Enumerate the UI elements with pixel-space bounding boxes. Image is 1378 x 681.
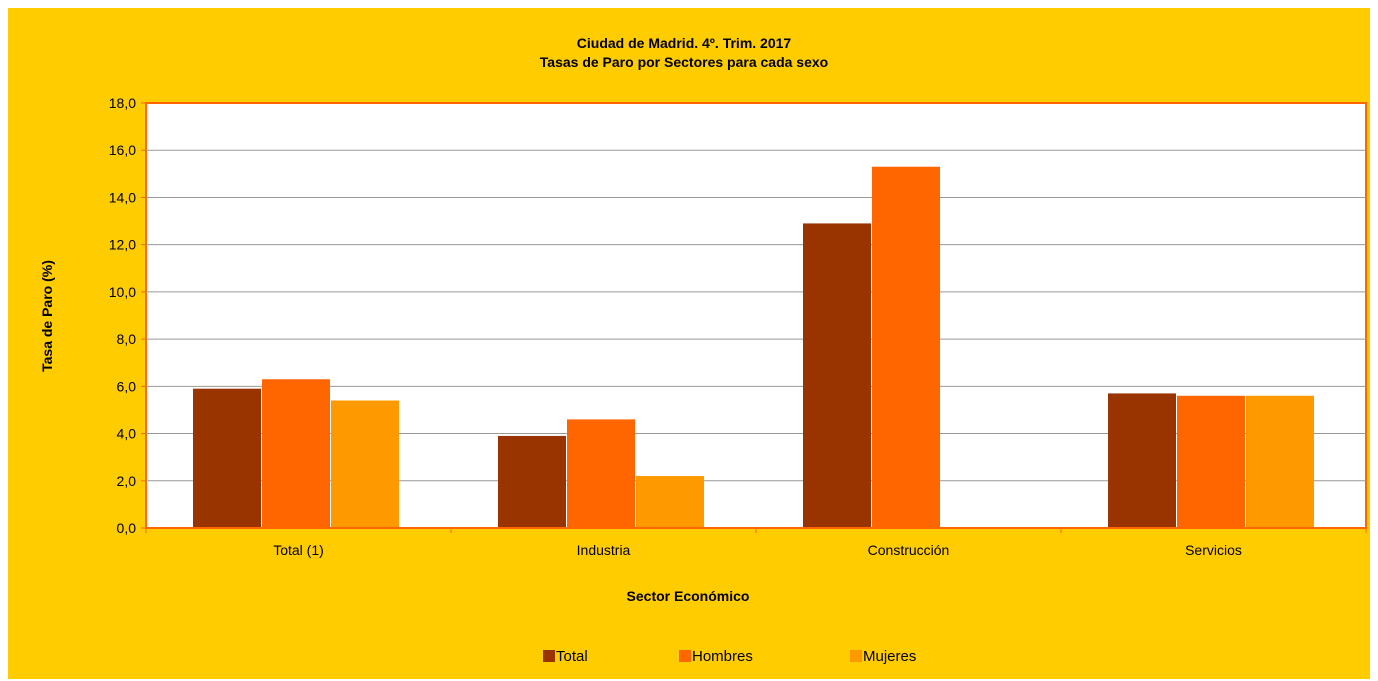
bar-hombres xyxy=(1177,395,1245,528)
legend-swatch-total xyxy=(543,650,555,662)
chart-title: Ciudad de Madrid. 4º. Trim. 2017 xyxy=(577,35,792,51)
bar-hombres xyxy=(567,419,635,528)
x-tick-label: Servicios xyxy=(1185,542,1242,558)
x-axis-title: Sector Económico xyxy=(627,588,750,604)
bar-mujeres xyxy=(331,400,399,528)
bar-total xyxy=(498,435,566,528)
x-axis: Total (1) Industria Construcción Servicios xyxy=(145,527,1367,558)
y-axis-title: Tasa de Paro (%) xyxy=(39,260,55,372)
bar-total xyxy=(1108,393,1176,528)
y-tick-label: 12,0 xyxy=(109,237,136,253)
y-tick-label: 16,0 xyxy=(109,142,136,158)
y-tick-label: 18,0 xyxy=(109,95,136,111)
legend: Total Hombres Mujeres xyxy=(543,648,916,665)
bar-hombres xyxy=(262,379,330,528)
chart-subtitle: Tasas de Paro por Sectores para cada sex… xyxy=(540,54,828,70)
y-tick-label: 0,0 xyxy=(117,520,137,536)
bars xyxy=(193,166,1314,528)
legend-label-hombres: Hombres xyxy=(692,648,753,665)
bar-mujeres xyxy=(1246,395,1314,528)
legend-label-mujeres: Mujeres xyxy=(863,648,916,665)
legend-swatch-mujeres xyxy=(850,650,862,662)
bar-total xyxy=(803,223,871,528)
x-tick-label: Industria xyxy=(577,542,631,558)
x-tick-label: Construcción xyxy=(868,542,950,558)
legend-swatch-hombres xyxy=(679,650,691,662)
y-tick-label: 4,0 xyxy=(117,426,137,442)
y-tick-label: 14,0 xyxy=(109,189,136,205)
bar-mujeres xyxy=(636,476,704,528)
chart-container: Ciudad de Madrid. 4º. Trim. 2017 Tasas d… xyxy=(8,8,1370,679)
y-tick-label: 8,0 xyxy=(117,331,137,347)
y-axis-ticks: 0,0 2,0 4,0 6,0 8,0 10,0 12,0 14,0 16,0 18,0 xyxy=(109,95,146,536)
bar-total xyxy=(193,388,261,528)
y-tick-label: 2,0 xyxy=(117,473,137,489)
y-tick-label: 10,0 xyxy=(109,284,136,300)
bar-hombres xyxy=(872,166,940,528)
y-tick-label: 6,0 xyxy=(117,378,137,394)
legend-label-total: Total xyxy=(556,648,588,665)
bar-chart: Ciudad de Madrid. 4º. Trim. 2017 Tasas d… xyxy=(39,35,1367,665)
x-tick-label: Total (1) xyxy=(273,542,324,558)
